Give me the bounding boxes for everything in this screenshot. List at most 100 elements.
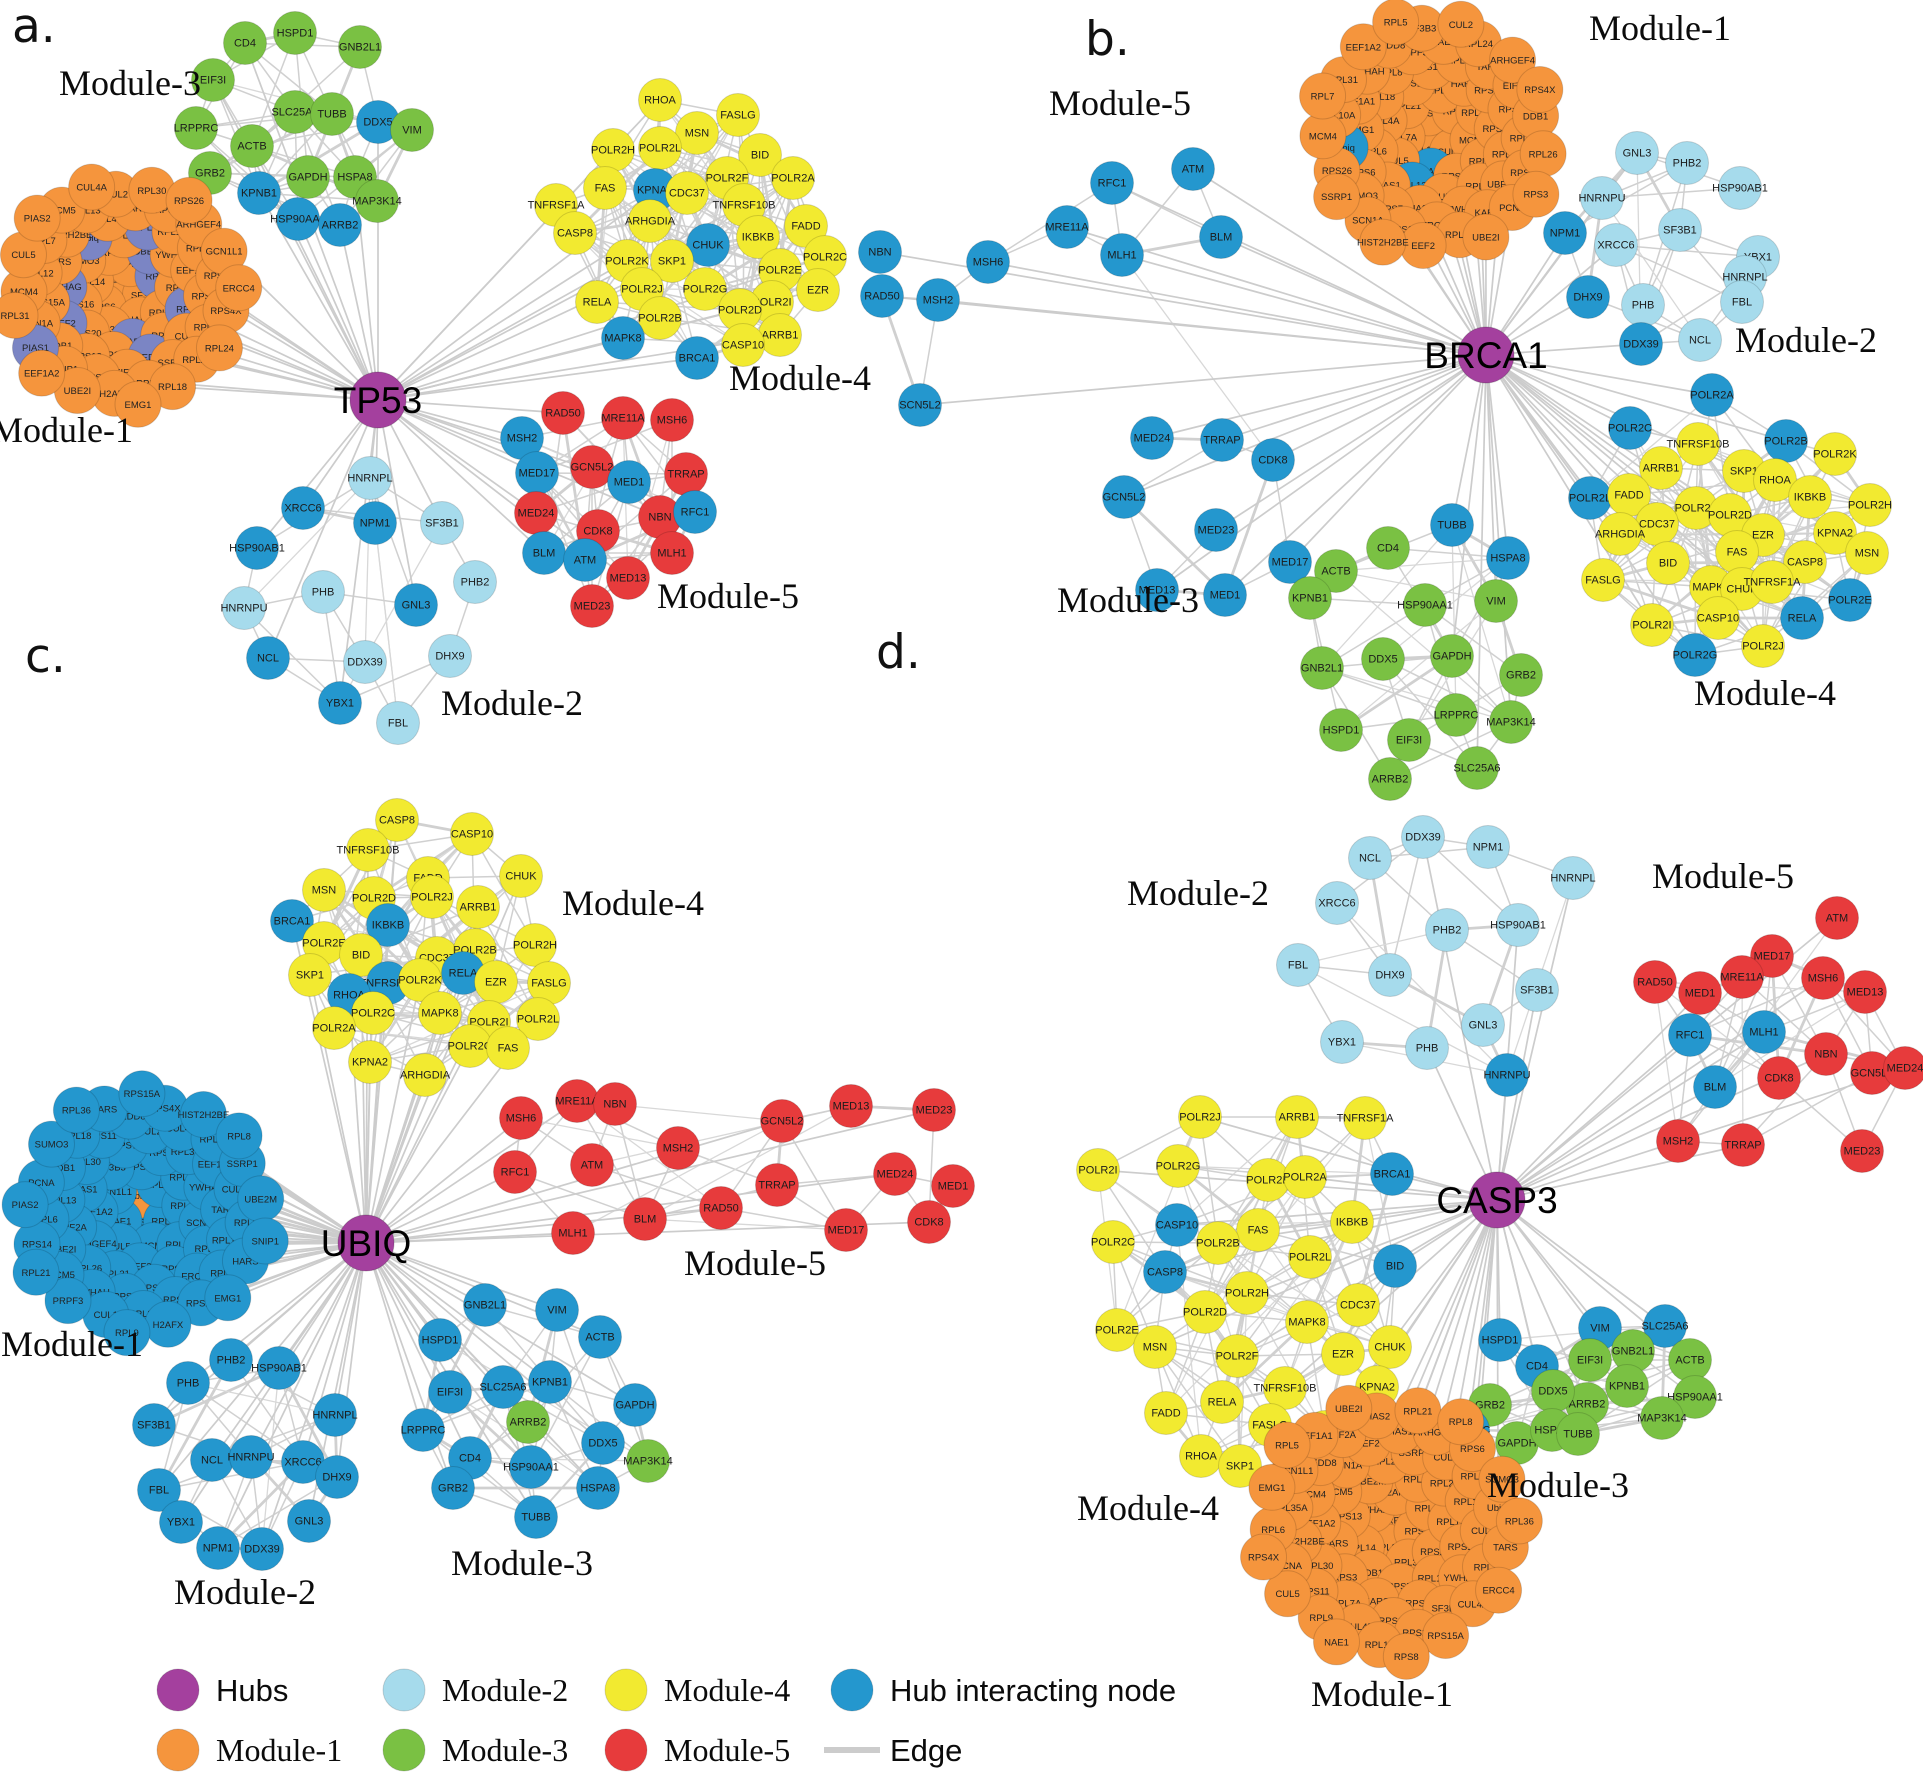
- node-label: POLR2G: [683, 284, 728, 296]
- node-label: MSH2: [1663, 1136, 1694, 1148]
- hub-edge: [1215, 354, 1487, 531]
- node-label: CASP8: [379, 815, 415, 827]
- node-label: IKBKB: [1794, 492, 1826, 504]
- node-label: CASP8: [557, 228, 593, 240]
- network-node: [665, 171, 709, 215]
- node-label: TNFRSF1A: [1744, 577, 1802, 589]
- network-node: [606, 556, 650, 600]
- node-label: CD4: [234, 38, 256, 50]
- node-label: TUBB: [521, 1512, 550, 1524]
- node-label: UBE2M: [244, 1194, 277, 1205]
- node-label: KPNB1: [1292, 593, 1328, 605]
- node-label: RPL8: [227, 1131, 251, 1142]
- node-label: RPL13: [72, 206, 101, 217]
- node-label: GCN5L2: [1103, 492, 1146, 504]
- edge: [374, 522, 399, 724]
- node-label: FADD: [1151, 1408, 1180, 1420]
- node-label: MCM4: [10, 287, 38, 298]
- node-label: RFC1: [681, 507, 710, 519]
- node-label: HIST2H2BE: [41, 230, 93, 241]
- node-label: POLR2H: [1225, 1288, 1269, 1300]
- network-node: [628, 199, 672, 243]
- node-label: GAPDH: [1497, 1438, 1536, 1450]
- node-label: RPS8: [1394, 1652, 1419, 1663]
- node-label: RHOA: [1185, 1451, 1217, 1463]
- node-label: GRB2: [438, 1483, 468, 1495]
- node-label: FADD: [791, 221, 820, 233]
- node-label: RPS4X: [210, 306, 242, 317]
- node-label: NCL: [1689, 335, 1711, 347]
- node-label: RPL27: [182, 355, 211, 366]
- node-label: RPL26: [1529, 149, 1558, 160]
- network-node: [675, 336, 719, 380]
- module-label: Module-3: [59, 63, 201, 103]
- node-label: POLR2G: [1156, 1161, 1201, 1173]
- node-label: SLC25A6: [1453, 763, 1500, 775]
- node-label: MSH6: [657, 415, 688, 427]
- node-label: NBN: [603, 1099, 626, 1111]
- node-label: BRCA1: [679, 353, 716, 365]
- legend-label: Module-3: [442, 1732, 568, 1768]
- hub-edge: [377, 189, 656, 401]
- module-label: Module-3: [451, 1543, 593, 1583]
- node-label: DHX9: [1375, 970, 1404, 982]
- node-label: GNL3: [1469, 1020, 1498, 1032]
- node-label: MAP3K14: [623, 1456, 673, 1468]
- node-label: RELA: [1788, 613, 1817, 625]
- hub-edge: [339, 224, 379, 401]
- node-label: PRPF3: [94, 248, 125, 259]
- node-label: POLR2I: [752, 297, 791, 309]
- node-label: HSP90AB1: [1490, 920, 1546, 932]
- node-label: NCL: [257, 653, 279, 665]
- node-label: EEF1A1: [176, 266, 211, 277]
- node-label: FBL: [388, 718, 408, 730]
- network-node: [318, 203, 362, 247]
- node-label: MED24: [1887, 1063, 1923, 1075]
- node-label: TNFRSF10B: [337, 845, 400, 857]
- node-label: VIM: [547, 1305, 567, 1317]
- network-node: [376, 701, 420, 745]
- node-label: TUBB: [317, 109, 346, 121]
- node-label: SNIP1: [51, 364, 78, 375]
- module-label: Module-4: [1694, 673, 1836, 713]
- node-label: POLR2H: [591, 145, 635, 157]
- node-label: TUBB: [1437, 520, 1466, 532]
- node-label: RPL8: [1449, 1417, 1473, 1428]
- legend-label: Module-5: [664, 1732, 790, 1768]
- node-label: RPS26: [174, 196, 204, 207]
- node-label: DDX5: [363, 117, 392, 129]
- network-node: [68, 163, 116, 211]
- panel-c: CASP8CASP10TNFRSF10BFADDCHUKMSNPOLR2DPOL…: [1, 629, 975, 1612]
- node-label: POLR2E: [1828, 595, 1871, 607]
- node-label: LRPPRC: [401, 1425, 446, 1437]
- node-label: NPM1: [1550, 228, 1581, 240]
- hub-edge: [377, 149, 614, 401]
- network-node: [390, 108, 434, 152]
- node-label: BID: [751, 150, 769, 162]
- node-label: DDX39: [347, 657, 382, 669]
- node-label: ACTB: [237, 141, 266, 153]
- module-label: Module-2: [441, 683, 583, 723]
- node-label: RPL18: [158, 382, 187, 393]
- node-label: HNRNPL: [347, 473, 392, 485]
- node-label: MED23: [574, 601, 611, 613]
- node-label: GCN5L2: [571, 462, 614, 474]
- network-node: [222, 586, 266, 630]
- node-label: POLR2D: [352, 893, 396, 905]
- node-label: FAS: [595, 183, 616, 195]
- node-label: CUL2: [104, 190, 128, 201]
- node-label: SSRP1: [158, 358, 189, 369]
- hub-edge: [377, 256, 826, 401]
- network-node: [721, 323, 765, 367]
- network-node: [301, 570, 345, 614]
- node-label: HSP90AA1: [270, 214, 326, 226]
- network-node: [165, 176, 213, 224]
- node-label: MSH6: [506, 1113, 537, 1125]
- node-label: CHUK: [505, 871, 537, 883]
- node-label: GAPDH: [1432, 651, 1471, 663]
- node-label: RPL36: [62, 1106, 91, 1117]
- node-label: VIM: [1486, 596, 1506, 608]
- node-label: POLR2B: [1764, 436, 1807, 448]
- node-label: MED17: [1754, 951, 1791, 963]
